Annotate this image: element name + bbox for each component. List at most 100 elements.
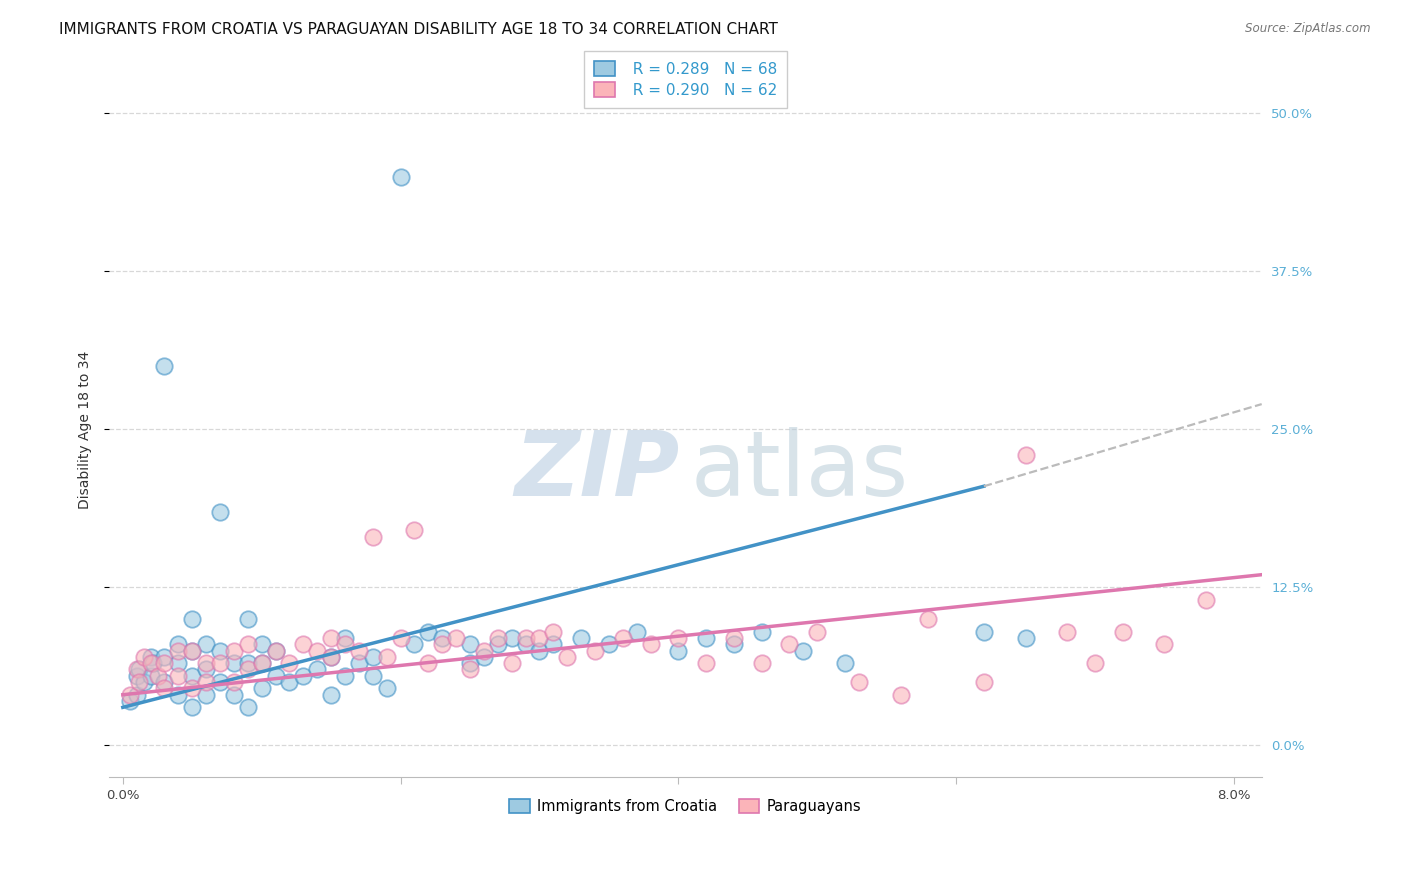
Y-axis label: Disability Age 18 to 34: Disability Age 18 to 34 [79,351,93,508]
Point [181,700,204,714]
Point [1084,656,1107,670]
Point [222,675,245,690]
Point [209,504,232,518]
Point [333,631,356,645]
Point [598,637,620,651]
Point [125,688,148,702]
Point [222,688,245,702]
Point [404,524,426,538]
Point [418,624,440,639]
Point [529,631,551,645]
Point [404,637,426,651]
Point [458,656,481,670]
Point [486,637,509,651]
Point [723,631,745,645]
Point [236,663,259,677]
Point [167,656,190,670]
Point [973,675,995,690]
Point [695,631,717,645]
Point [195,675,218,690]
Point [361,669,384,683]
Point [501,631,523,645]
Point [250,637,273,651]
Point [640,637,662,651]
Point [569,631,592,645]
Point [125,663,148,677]
Point [181,643,204,657]
Point [1056,624,1078,639]
Point [236,700,259,714]
Point [250,656,273,670]
Point [125,669,148,683]
Point [236,637,259,651]
Point [181,643,204,657]
Point [444,631,467,645]
Point [1195,593,1218,607]
Point [321,631,343,645]
Point [472,649,495,664]
Text: ZIP: ZIP [515,427,679,515]
Point [236,656,259,670]
Point [486,631,509,645]
Point [118,688,141,702]
Point [146,669,169,683]
Point [292,669,315,683]
Point [543,637,565,651]
Point [118,694,141,708]
Point [751,624,773,639]
Point [181,669,204,683]
Point [375,649,398,664]
Point [167,688,190,702]
Point [583,643,606,657]
Point [264,643,287,657]
Point [132,675,155,690]
Point [723,637,745,651]
Point [555,649,578,664]
Point [666,643,689,657]
Point [222,656,245,670]
Text: Source: ZipAtlas.com: Source: ZipAtlas.com [1246,22,1371,36]
Point [333,637,356,651]
Point [209,656,232,670]
Legend: Immigrants from Croatia, Paraguayans: Immigrants from Croatia, Paraguayans [503,793,868,820]
Point [1014,448,1036,462]
Point [432,631,454,645]
Point [153,359,176,374]
Point [222,643,245,657]
Point [389,631,412,645]
Point [375,681,398,696]
Point [153,649,176,664]
Point [292,637,315,651]
Point [181,681,204,696]
Point [321,688,343,702]
Point [666,631,689,645]
Point [515,631,537,645]
Point [458,663,481,677]
Point [917,612,939,626]
Point [142,656,165,670]
Point [626,624,648,639]
Point [347,656,370,670]
Point [307,663,329,677]
Point [128,675,150,690]
Point [128,663,150,677]
Point [153,675,176,690]
Point [195,663,218,677]
Point [209,675,232,690]
Point [1014,631,1036,645]
Point [751,656,773,670]
Point [529,643,551,657]
Point [195,688,218,702]
Point [181,612,204,626]
Point [167,637,190,651]
Point [153,656,176,670]
Point [139,669,162,683]
Point [361,530,384,544]
Point [250,656,273,670]
Point [209,643,232,657]
Text: IMMIGRANTS FROM CROATIA VS PARAGUAYAN DISABILITY AGE 18 TO 34 CORRELATION CHART: IMMIGRANTS FROM CROATIA VS PARAGUAYAN DI… [59,22,778,37]
Point [195,637,218,651]
Point [612,631,634,645]
Point [418,656,440,670]
Point [321,649,343,664]
